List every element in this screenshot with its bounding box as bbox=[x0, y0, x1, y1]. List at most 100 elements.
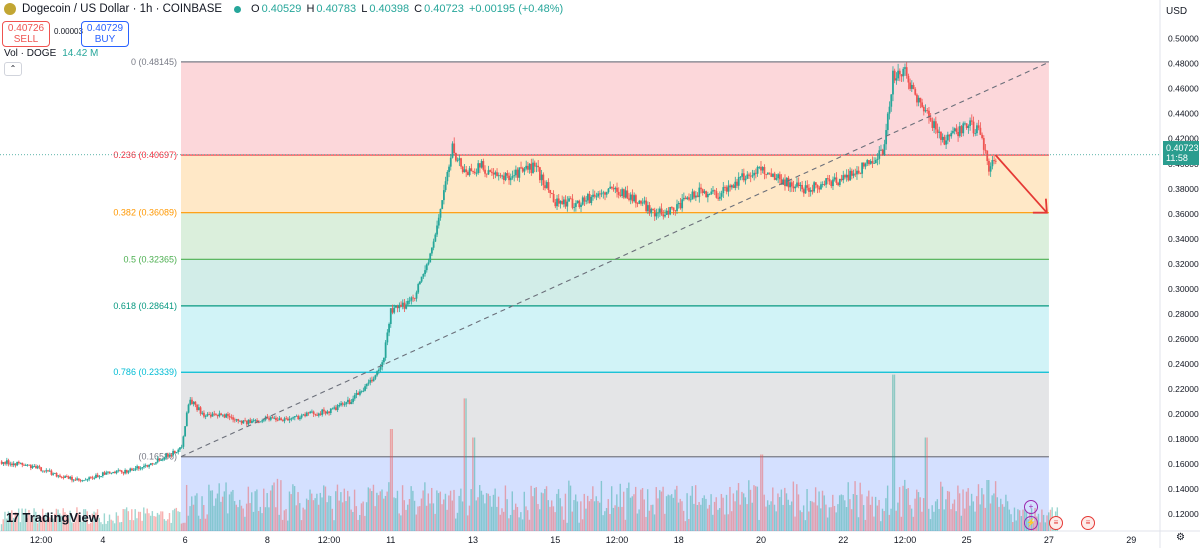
candle-body bbox=[482, 161, 485, 170]
candle-body bbox=[468, 168, 471, 176]
candle-body bbox=[16, 461, 19, 466]
candle-body bbox=[257, 422, 260, 423]
volume-bar bbox=[220, 501, 222, 531]
candle-body bbox=[588, 193, 591, 204]
volume-bar bbox=[528, 519, 531, 531]
volume-bar bbox=[271, 485, 274, 531]
volume-indicator-legend[interactable]: Vol · DOGE 14.42 M bbox=[4, 48, 98, 59]
volume-bar bbox=[305, 498, 308, 531]
candle-body bbox=[463, 169, 466, 173]
candle-body bbox=[213, 413, 216, 415]
candle-body bbox=[972, 121, 975, 134]
candle-body bbox=[693, 191, 696, 198]
volume-bar bbox=[408, 498, 411, 531]
volume-bar bbox=[115, 512, 118, 531]
volume-bar bbox=[5, 518, 8, 531]
candle-body bbox=[168, 454, 171, 457]
candle-body bbox=[686, 197, 689, 200]
candle-body bbox=[598, 193, 601, 195]
volume-bar bbox=[419, 506, 421, 531]
volume-bar bbox=[981, 488, 983, 531]
volume-bar bbox=[203, 505, 205, 531]
volume-bar bbox=[688, 519, 690, 531]
candle-body bbox=[475, 172, 478, 174]
candle-body bbox=[55, 472, 58, 477]
candle-body bbox=[816, 185, 819, 188]
candle-body bbox=[119, 470, 121, 472]
volume-bar bbox=[717, 509, 719, 531]
candle-body bbox=[535, 165, 538, 167]
event-plus-icon[interactable]: + bbox=[1024, 500, 1038, 514]
volume-bar bbox=[26, 517, 28, 531]
volume-bar bbox=[533, 487, 536, 531]
candle-body bbox=[981, 134, 983, 139]
volume-bar bbox=[425, 505, 428, 531]
candle-body bbox=[744, 178, 747, 181]
us-flag-event-icon[interactable]: ≡ bbox=[1081, 516, 1095, 530]
volume-bar bbox=[1012, 522, 1014, 531]
volume-bar bbox=[384, 495, 387, 531]
volume-bar bbox=[494, 488, 496, 531]
volume-bar bbox=[148, 513, 150, 531]
volume-bar bbox=[658, 490, 661, 531]
volume-bar bbox=[585, 508, 587, 531]
volume-bar bbox=[12, 517, 15, 531]
fib-level-label: 0.382 (0.36089) bbox=[113, 208, 177, 218]
volume-bar bbox=[446, 509, 448, 531]
candle-body bbox=[215, 414, 217, 415]
volume-bar bbox=[83, 509, 85, 531]
volume-bar bbox=[842, 495, 844, 531]
candle-body bbox=[934, 121, 937, 130]
sell-button[interactable]: 0.40726 SELL bbox=[2, 21, 50, 47]
candle-body bbox=[753, 172, 756, 176]
currency-selector[interactable]: USD bbox=[1166, 6, 1188, 17]
chart-settings-gear-icon[interactable]: ⚙ bbox=[1176, 532, 1185, 543]
candle-body bbox=[134, 468, 137, 470]
time-tick-label: 6 bbox=[183, 535, 188, 545]
candle-body bbox=[741, 173, 744, 177]
candle-body bbox=[571, 198, 574, 208]
volume-bar bbox=[977, 484, 980, 531]
volume-bar bbox=[240, 505, 243, 531]
candle-body bbox=[662, 214, 665, 217]
symbol-title[interactable]: Dogecoin / US Dollar · 1h · COINBASE bbox=[22, 3, 223, 15]
market-open-icon bbox=[234, 5, 242, 13]
volume-bar bbox=[415, 514, 417, 531]
candle-body bbox=[115, 470, 118, 474]
volume-bar bbox=[251, 492, 253, 531]
price-tick-label: 0.22000 bbox=[1168, 384, 1199, 394]
candle-body bbox=[674, 210, 677, 212]
candle-body bbox=[407, 300, 409, 305]
volume-bar bbox=[165, 520, 167, 531]
price-tick-label: 0.16000 bbox=[1168, 459, 1199, 469]
candle-body bbox=[826, 178, 829, 180]
buy-button[interactable]: 0.40729 BUY bbox=[81, 21, 129, 47]
candle-body bbox=[679, 202, 682, 209]
candle-body bbox=[124, 470, 127, 474]
price-tick-label: 0.36000 bbox=[1168, 209, 1199, 219]
candle-body bbox=[919, 97, 922, 103]
volume-bar bbox=[228, 494, 231, 531]
candle-body bbox=[113, 471, 116, 474]
candle-body bbox=[617, 191, 620, 195]
candle-body bbox=[607, 188, 610, 193]
event-lightning-icon[interactable]: ⚡ bbox=[1024, 516, 1038, 530]
tradingview-logo[interactable]: 17 TradingView bbox=[6, 510, 99, 525]
candle-body bbox=[302, 414, 305, 416]
volume-bar bbox=[967, 488, 969, 531]
volume-bar bbox=[571, 511, 573, 531]
candle-body bbox=[799, 184, 802, 187]
sell-label: SELL bbox=[13, 34, 39, 45]
collapse-legend-button[interactable]: ⌃ bbox=[4, 62, 22, 76]
volume-bar bbox=[854, 481, 856, 531]
volume-bar bbox=[48, 517, 51, 531]
candle-body bbox=[98, 476, 101, 478]
symbol-header[interactable]: Dogecoin / US Dollar · 1h · COINBASE O 0.… bbox=[4, 3, 565, 15]
candle-body bbox=[184, 426, 187, 437]
candle-body bbox=[271, 417, 274, 419]
us-flag-event-icon[interactable]: ≡ bbox=[1049, 516, 1063, 530]
candle-body bbox=[17, 461, 20, 464]
volume-bar bbox=[614, 505, 616, 531]
candle-body bbox=[254, 420, 257, 422]
